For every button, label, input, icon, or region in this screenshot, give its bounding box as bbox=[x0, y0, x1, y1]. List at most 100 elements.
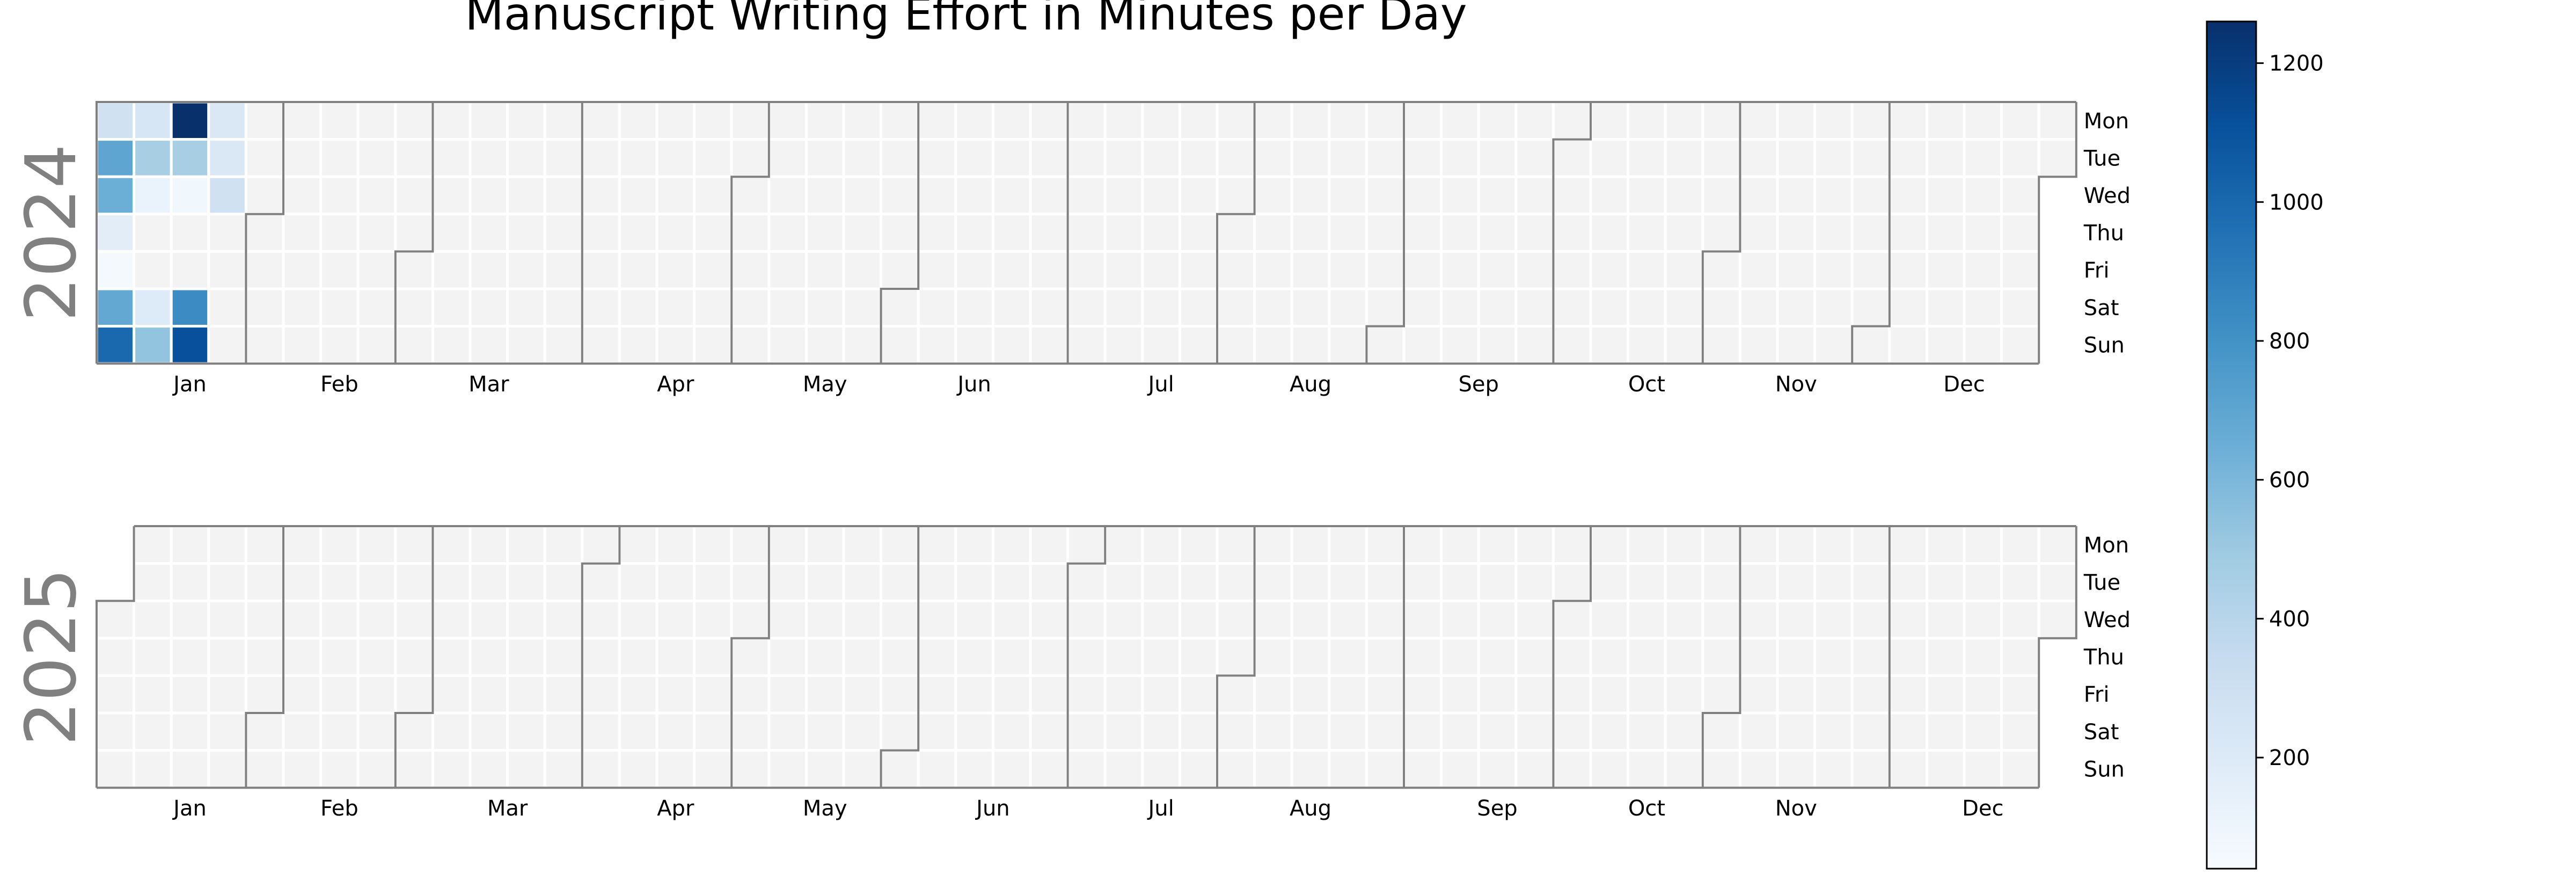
day-cell bbox=[1029, 100, 1070, 141]
day-cell bbox=[804, 325, 845, 365]
month-label: Jun bbox=[956, 372, 991, 397]
day-cell bbox=[207, 100, 247, 141]
day-cell bbox=[431, 749, 472, 789]
day-cell bbox=[1402, 637, 1443, 677]
year-label: 2024 bbox=[10, 144, 92, 322]
day-cell bbox=[1850, 138, 1891, 178]
day-cell bbox=[1178, 138, 1219, 178]
day-cell bbox=[1066, 250, 1107, 290]
day-cell bbox=[319, 599, 360, 640]
day-cell bbox=[618, 749, 658, 789]
day-cell bbox=[804, 100, 845, 141]
day-cell bbox=[767, 525, 808, 565]
day-cell bbox=[1813, 138, 1854, 178]
day-cell bbox=[543, 711, 584, 752]
day-cell bbox=[95, 213, 136, 253]
day-cell bbox=[730, 525, 771, 565]
day-cell bbox=[319, 250, 360, 290]
weekday-label: Thu bbox=[2083, 221, 2124, 246]
day-cell bbox=[244, 100, 285, 141]
month-label: May bbox=[803, 372, 847, 397]
weekday-label: Wed bbox=[2084, 608, 2131, 632]
day-cell bbox=[767, 749, 808, 789]
day-cell bbox=[506, 287, 546, 328]
day-cell bbox=[693, 562, 733, 602]
day-cell bbox=[1738, 175, 1779, 216]
day-cell bbox=[581, 250, 621, 290]
day-cell bbox=[282, 325, 323, 365]
day-cell bbox=[581, 674, 621, 715]
day-cell bbox=[1290, 325, 1331, 365]
day-cell bbox=[1813, 674, 1854, 715]
day-cell bbox=[1514, 749, 1555, 789]
day-cell bbox=[244, 674, 285, 715]
day-cell bbox=[2037, 525, 2078, 565]
day-cell bbox=[1141, 711, 1181, 752]
day-cell bbox=[1627, 674, 1667, 715]
day-cell bbox=[1216, 674, 1256, 715]
day-cell bbox=[394, 325, 434, 365]
day-cell bbox=[804, 175, 845, 216]
day-cell bbox=[991, 711, 1032, 752]
day-cell bbox=[431, 325, 472, 365]
day-cell bbox=[581, 599, 621, 640]
day-cell bbox=[1103, 637, 1144, 677]
day-cell bbox=[1328, 637, 1368, 677]
day-cell bbox=[730, 749, 771, 789]
day-cell bbox=[1141, 525, 1181, 565]
day-cell bbox=[133, 637, 173, 677]
day-cell bbox=[842, 637, 883, 677]
day-cell bbox=[95, 711, 136, 752]
day-cell bbox=[1701, 637, 1741, 677]
day-cell bbox=[880, 599, 920, 640]
day-cell bbox=[954, 749, 994, 789]
day-cell bbox=[1552, 100, 1592, 141]
day-cell bbox=[1552, 562, 1592, 602]
day-cell bbox=[170, 287, 210, 328]
day-cell bbox=[1178, 637, 1219, 677]
day-cell bbox=[1328, 674, 1368, 715]
day-cell bbox=[767, 637, 808, 677]
day-cell bbox=[880, 637, 920, 677]
day-cell bbox=[1552, 637, 1592, 677]
day-cell bbox=[1029, 599, 1070, 640]
day-cell bbox=[1290, 250, 1331, 290]
month-label: Nov bbox=[1775, 372, 1817, 397]
day-cell bbox=[1253, 599, 1293, 640]
day-cell bbox=[1514, 100, 1555, 141]
day-cell bbox=[1253, 562, 1293, 602]
day-cell bbox=[880, 100, 920, 141]
day-cell bbox=[1290, 562, 1331, 602]
day-cell bbox=[1701, 138, 1741, 178]
day-cell bbox=[1066, 100, 1107, 141]
day-cell bbox=[1290, 175, 1331, 216]
day-cell bbox=[804, 637, 845, 677]
day-cell bbox=[1925, 749, 1966, 789]
day-cell bbox=[1850, 562, 1891, 602]
day-cell bbox=[1738, 250, 1779, 290]
day-cell bbox=[1290, 749, 1331, 789]
day-cell bbox=[1776, 100, 1817, 141]
day-cell bbox=[1477, 287, 1518, 328]
day-cell bbox=[95, 175, 136, 216]
month-label: Sep bbox=[1477, 796, 1517, 821]
day-cell bbox=[356, 749, 397, 789]
day-cell bbox=[1365, 637, 1406, 677]
day-cell bbox=[767, 325, 808, 365]
year-label: 2025 bbox=[10, 568, 92, 746]
day-cell bbox=[1216, 637, 1256, 677]
month-label: Aug bbox=[1290, 796, 1331, 821]
day-cell bbox=[1103, 250, 1144, 290]
day-cell bbox=[1402, 749, 1443, 789]
day-cell bbox=[244, 749, 285, 789]
day-cell bbox=[1850, 213, 1891, 253]
day-cell bbox=[356, 711, 397, 752]
day-cell bbox=[1402, 287, 1443, 328]
day-cell bbox=[356, 100, 397, 141]
day-cell bbox=[581, 749, 621, 789]
day-cell bbox=[1664, 213, 1704, 253]
day-cell bbox=[842, 325, 883, 365]
day-cell bbox=[207, 599, 247, 640]
day-cell bbox=[95, 674, 136, 715]
day-cell bbox=[1402, 674, 1443, 715]
